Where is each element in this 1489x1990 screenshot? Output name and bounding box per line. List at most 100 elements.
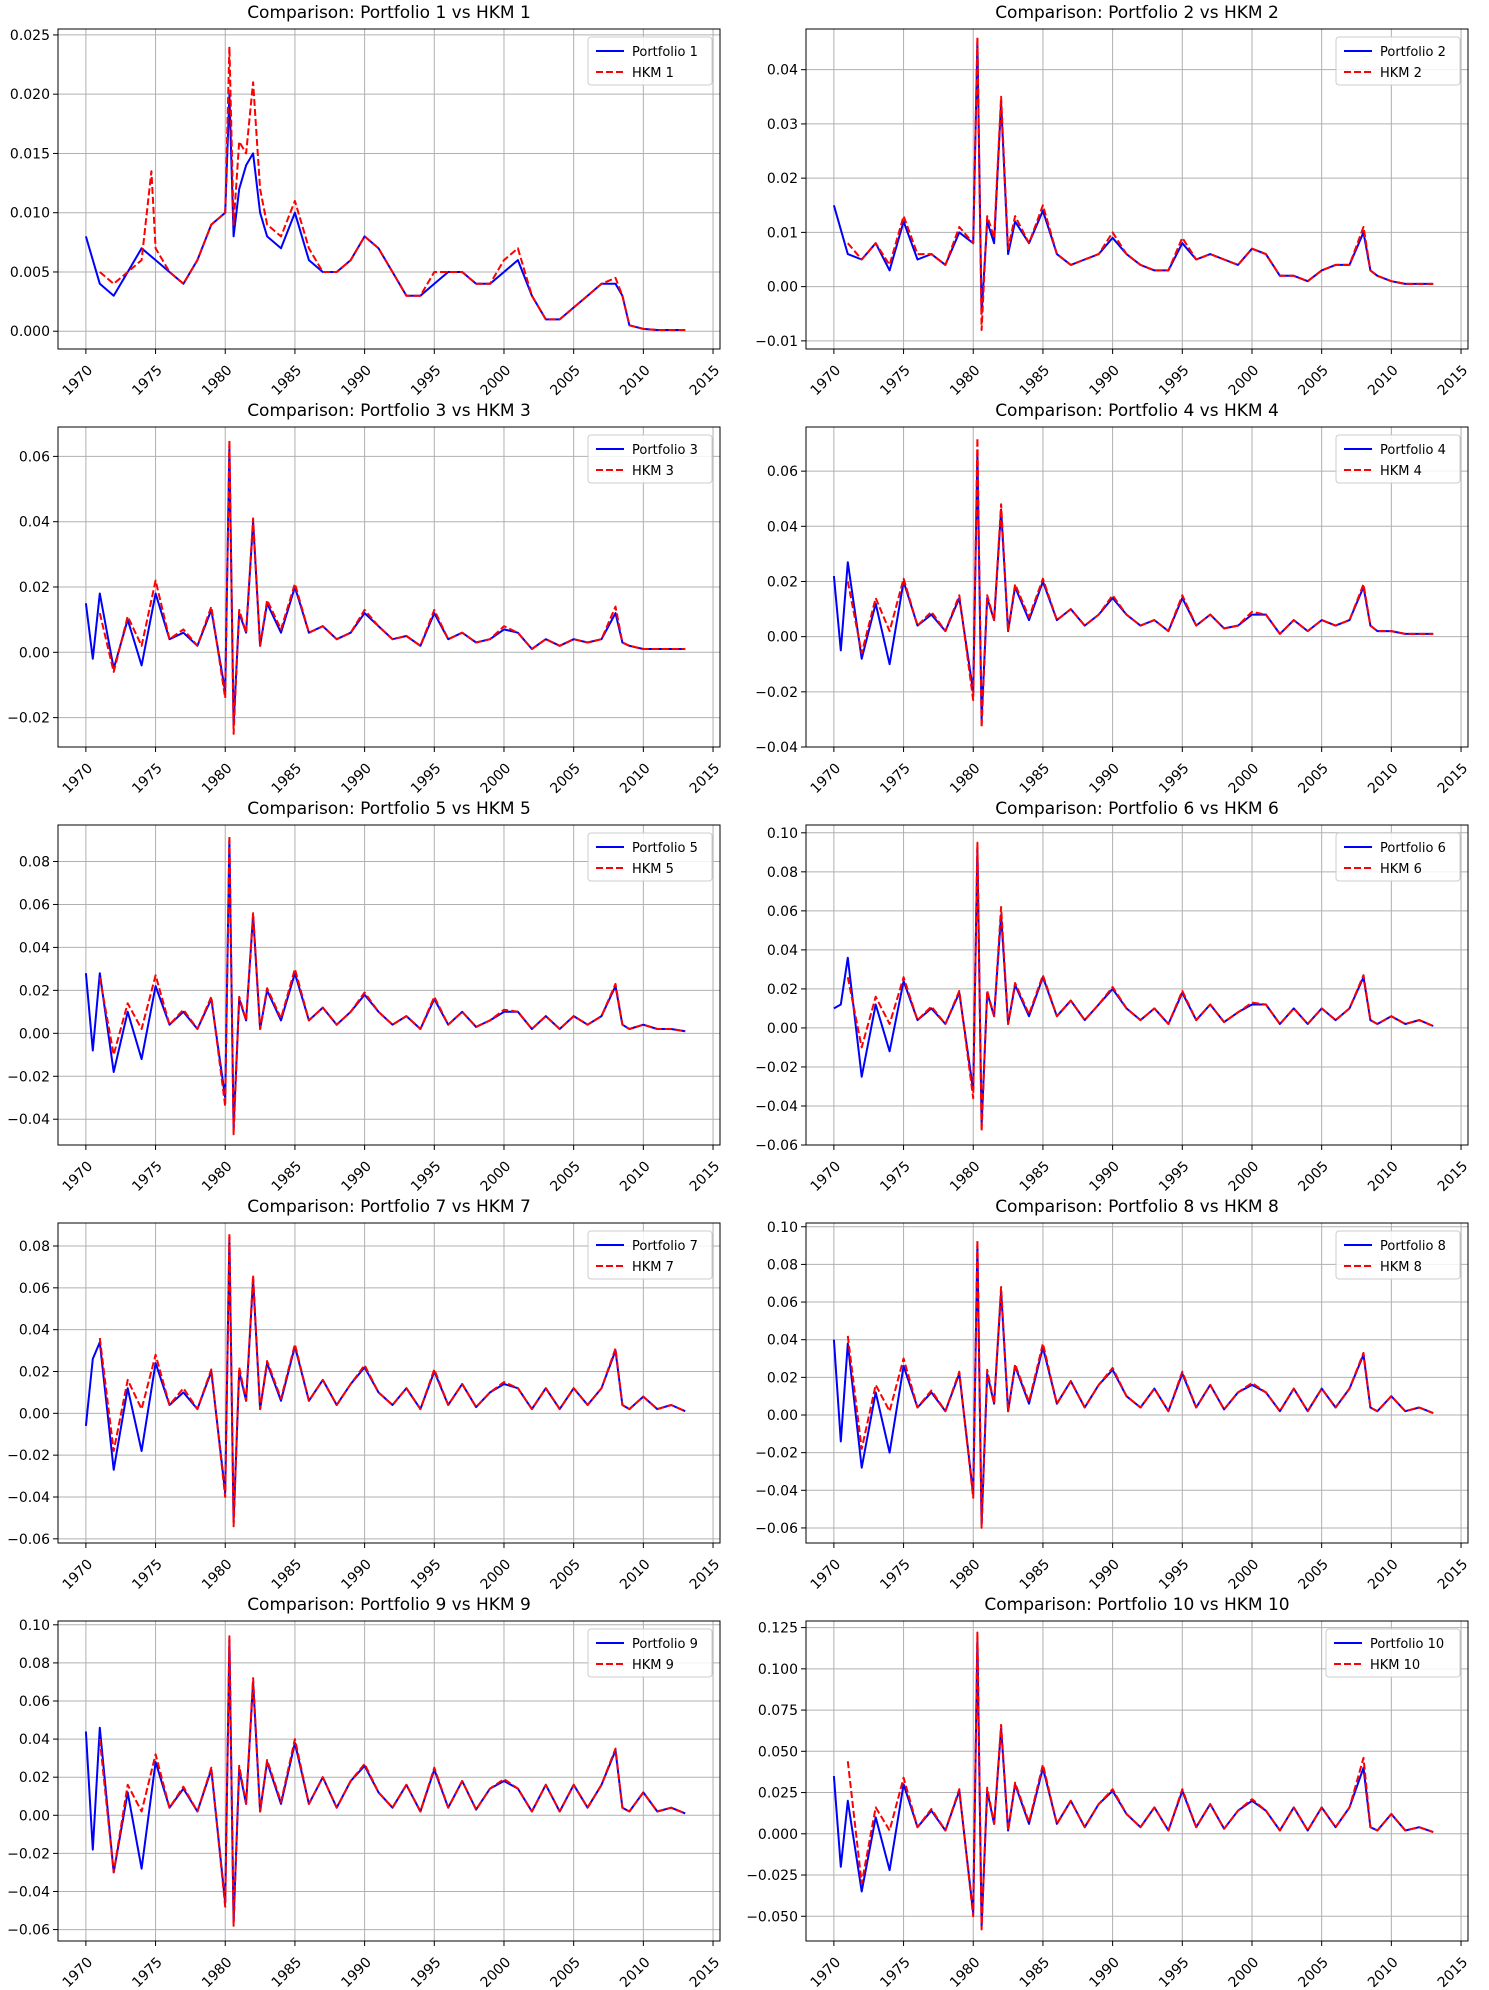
x-tick-label: 1985 bbox=[269, 1158, 306, 1195]
x-tick-label: 2010 bbox=[1365, 760, 1402, 797]
y-tick-label: 0.005 bbox=[10, 265, 50, 281]
x-tick-label: 2010 bbox=[617, 362, 654, 399]
legend-label: HKM 7 bbox=[632, 1260, 674, 1275]
x-tick-label: 2000 bbox=[1226, 1954, 1263, 1990]
axes-frame bbox=[57, 1620, 721, 1942]
legend-label: Portfolio 8 bbox=[1380, 1239, 1446, 1254]
x-tick-label: 1980 bbox=[947, 760, 984, 797]
legend-label: Portfolio 7 bbox=[632, 1239, 698, 1254]
x-tick-label: 1985 bbox=[1017, 1954, 1054, 1990]
y-tick-label: 0.00 bbox=[767, 1408, 798, 1424]
axes-frame bbox=[805, 426, 1469, 748]
x-tick-label: 2005 bbox=[547, 362, 584, 399]
x-tick-label: 1985 bbox=[269, 1954, 306, 1990]
chart-title: Comparison: Portfolio 4 vs HKM 4 bbox=[995, 401, 1279, 421]
x-tick-label: 2005 bbox=[1295, 362, 1332, 399]
y-tick-label: 0.02 bbox=[767, 574, 798, 590]
y-tick-label: −0.02 bbox=[755, 685, 798, 701]
x-tick-label: 2015 bbox=[1435, 1954, 1472, 1990]
x-tick-label: 2015 bbox=[687, 1556, 724, 1593]
x-tick-label: 2010 bbox=[1365, 1954, 1402, 1990]
x-tick-label: 1995 bbox=[408, 1954, 445, 1990]
legend-label: Portfolio 3 bbox=[632, 443, 698, 458]
legend-label: Portfolio 10 bbox=[1370, 1637, 1444, 1652]
y-tick-label: 0.02 bbox=[19, 1770, 50, 1786]
legend: Portfolio 3 HKM 3 bbox=[587, 434, 713, 484]
chart-title: Comparison: Portfolio 7 vs HKM 7 bbox=[247, 1197, 531, 1217]
legend-label: HKM 8 bbox=[1380, 1260, 1422, 1275]
legend-label: HKM 9 bbox=[632, 1658, 674, 1673]
y-tick-label: −0.06 bbox=[7, 1532, 50, 1548]
x-tick-label: 1980 bbox=[199, 362, 236, 399]
x-tick-label: 1970 bbox=[60, 1556, 97, 1593]
x-tick-label: 1990 bbox=[338, 1556, 375, 1593]
y-tick-label: 0.020 bbox=[10, 87, 50, 103]
x-tick-label: 1975 bbox=[877, 760, 914, 797]
y-tick-label: 0.00 bbox=[19, 1026, 50, 1042]
y-tick-label: 0.02 bbox=[19, 983, 50, 999]
chart-panel-10: Comparison: Portfolio 10 vs HKM 10 1970 19… bbox=[746, 1595, 1471, 1990]
x-tick-label: 2005 bbox=[547, 1556, 584, 1593]
legend: Portfolio 4 HKM 4 bbox=[1335, 434, 1461, 484]
series-group bbox=[84, 45, 686, 331]
x-tick-label: 1980 bbox=[199, 760, 236, 797]
x-tick-label: 1990 bbox=[338, 760, 375, 797]
y-tick-label: 0.075 bbox=[758, 1703, 798, 1719]
y-tick-label: −0.025 bbox=[746, 1868, 798, 1884]
x-tick-label: 1980 bbox=[947, 1158, 984, 1195]
y-tick-label: −0.050 bbox=[746, 1909, 798, 1925]
chart-panel-4: Comparison: Portfolio 4 vs HKM 4 1970 1975… bbox=[755, 401, 1471, 797]
x-tick-label: 1975 bbox=[877, 1158, 914, 1195]
y-tick-label: 0.02 bbox=[767, 1370, 798, 1386]
y-tick-label: 0.06 bbox=[767, 904, 798, 920]
y-tick-label: 0.02 bbox=[767, 982, 798, 998]
x-tick-label: 2000 bbox=[478, 1158, 515, 1195]
y-tick-label: 0.06 bbox=[19, 449, 50, 465]
x-tick-label: 1990 bbox=[1086, 362, 1123, 399]
y-tick-label: 0.06 bbox=[767, 464, 798, 480]
x-tick-label: 1970 bbox=[808, 362, 845, 399]
x-tick-label: 2015 bbox=[687, 362, 724, 399]
x-tick-label: 1975 bbox=[877, 1556, 914, 1593]
x-tick-label: 1995 bbox=[408, 1158, 445, 1195]
x-tick-label: 1980 bbox=[947, 1954, 984, 1990]
x-tick-label: 1980 bbox=[199, 1954, 236, 1990]
legend: Portfolio 2 HKM 2 bbox=[1335, 36, 1461, 86]
y-tick-label: 0.04 bbox=[767, 943, 798, 959]
x-tick-label: 2000 bbox=[1226, 1556, 1263, 1593]
y-tick-label: −0.04 bbox=[755, 740, 798, 756]
chart-title: Comparison: Portfolio 1 vs HKM 1 bbox=[247, 3, 531, 23]
x-tick-label: 1990 bbox=[1086, 760, 1123, 797]
y-tick-label: −0.04 bbox=[755, 1099, 798, 1115]
y-tick-label: −0.02 bbox=[7, 1069, 50, 1085]
series-group bbox=[84, 834, 686, 1136]
y-tick-label: −0.02 bbox=[7, 1448, 50, 1464]
series-group bbox=[84, 439, 686, 735]
y-tick-label: 0.000 bbox=[758, 1827, 798, 1843]
y-tick-label: 0.06 bbox=[767, 1295, 798, 1311]
chart-panel-8: Comparison: Portfolio 8 vs HKM 8 1970 1975… bbox=[755, 1197, 1471, 1593]
axes-frame bbox=[805, 1620, 1469, 1942]
x-tick-label: 1980 bbox=[199, 1158, 236, 1195]
x-tick-label: 2015 bbox=[1435, 362, 1472, 399]
x-tick-label: 1975 bbox=[129, 1954, 166, 1990]
y-tick-label: −0.06 bbox=[7, 1923, 50, 1939]
x-tick-label: 2010 bbox=[617, 760, 654, 797]
x-tick-label: 1985 bbox=[1017, 1556, 1054, 1593]
chart-panel-1: Comparison: Portfolio 1 vs HKM 1 1970 1975… bbox=[10, 3, 723, 399]
x-tick-label: 1990 bbox=[338, 362, 375, 399]
x-tick-label: 1990 bbox=[1086, 1158, 1123, 1195]
portfolio-series-line bbox=[832, 1638, 1434, 1928]
x-tick-label: 1975 bbox=[129, 760, 166, 797]
legend-label: Portfolio 1 bbox=[632, 45, 698, 60]
x-tick-label: 2005 bbox=[547, 1158, 584, 1195]
y-tick-label: 0.04 bbox=[767, 519, 798, 535]
x-tick-label: 1975 bbox=[129, 362, 166, 399]
x-tick-label: 1995 bbox=[1156, 362, 1193, 399]
y-tick-label: 0.025 bbox=[10, 28, 50, 44]
y-tick-label: 0.04 bbox=[767, 63, 798, 79]
y-tick-label: 0.04 bbox=[19, 940, 50, 956]
chart-title: Comparison: Portfolio 6 vs HKM 6 bbox=[995, 799, 1279, 819]
x-tick-label: 1970 bbox=[60, 1158, 97, 1195]
x-tick-label: 1970 bbox=[808, 760, 845, 797]
